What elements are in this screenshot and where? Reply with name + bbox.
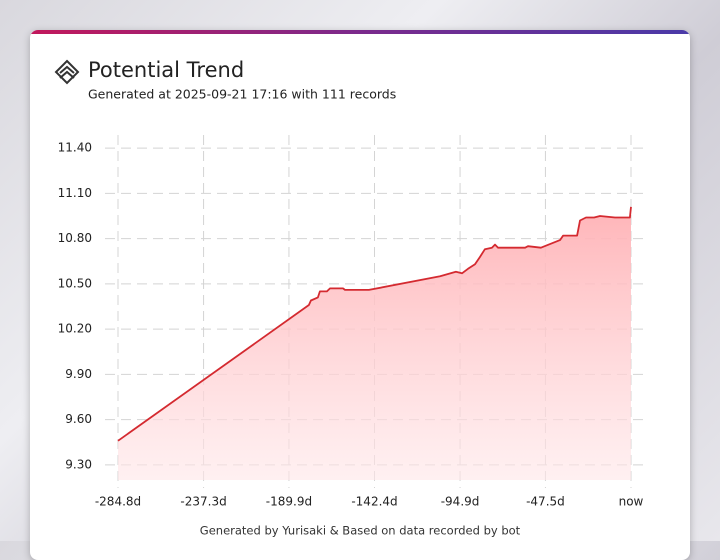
- x-tick-label: -142.4d: [351, 495, 397, 509]
- footer: Generated by Yurisaki & Based on data re…: [200, 524, 521, 538]
- line: [117, 206, 632, 442]
- chart: Potential Trend Generated at 2025-09-21 …: [54, 58, 648, 538]
- logo-icon: [54, 59, 80, 85]
- y-tick-label: 11.10: [58, 186, 92, 200]
- x-tick-label: -94.9d: [441, 495, 480, 509]
- y-tick-label: 9.90: [65, 367, 92, 381]
- area: [118, 206, 631, 480]
- page: {"chart_data": {"type": "line", "title":…: [0, 0, 720, 541]
- x-tick-label: -237.3d: [180, 495, 226, 509]
- x-tick-label: -47.5d: [526, 495, 565, 509]
- y-tick-label: 9.60: [65, 412, 92, 426]
- y-tick-label: 10.80: [58, 231, 92, 245]
- accent-bar: [30, 30, 690, 34]
- chart-title: Potential Trend: [88, 58, 244, 82]
- y-tick-label: 11.40: [58, 141, 92, 155]
- x-tick-label: now: [619, 495, 644, 509]
- y-tick-label: 10.20: [58, 322, 92, 336]
- x-tick-label: -189.9d: [266, 495, 312, 509]
- chart-subtitle: Generated at 2025-09-21 17:16 with 111 r…: [88, 87, 396, 102]
- x-tick-label: -284.8d: [95, 495, 141, 509]
- y-tick-label: 10.50: [58, 276, 92, 290]
- y-tick-label: 9.30: [65, 457, 92, 471]
